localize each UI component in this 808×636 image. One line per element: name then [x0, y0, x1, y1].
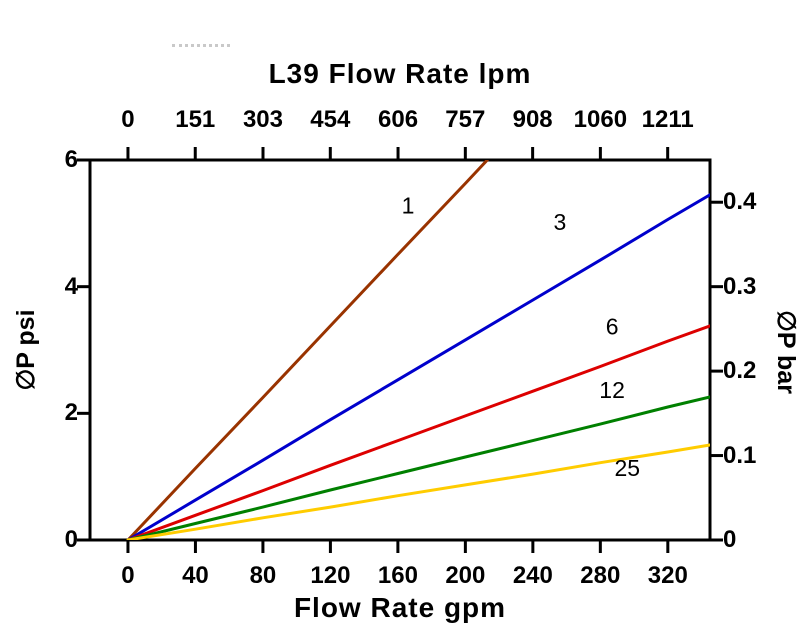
- left-axis-title: ∅P psi: [12, 309, 40, 391]
- right-tick-label: 0.2: [723, 357, 757, 385]
- right-tick-label: 0: [723, 526, 737, 553]
- top-tick-label: 1211: [641, 106, 694, 133]
- right-tick-label: 0.1: [723, 441, 757, 469]
- series-label-3: 3: [554, 209, 567, 235]
- top-tick-label: 454: [310, 106, 351, 133]
- series-line-6: [126, 324, 710, 540]
- left-tick-label: 4: [64, 272, 78, 300]
- top-tick-label: 757: [445, 106, 486, 133]
- left-tick-label: 0: [64, 526, 78, 553]
- series-label-1: 1: [402, 193, 415, 219]
- bottom-tick-label: 320: [647, 562, 688, 589]
- top-tick-label: 0: [121, 106, 135, 133]
- bottom-tick-label: 240: [512, 562, 553, 589]
- scan-artifact: [172, 44, 230, 47]
- top-tick-label: 606: [378, 106, 419, 133]
- series-line-12: [126, 395, 710, 540]
- bottom-tick-label: 160: [377, 562, 418, 589]
- series-label-6: 6: [606, 314, 619, 340]
- series-line-1: [126, 160, 489, 540]
- right-axis-title: ∅P bar: [772, 310, 800, 394]
- left-tick-label: 2: [64, 399, 78, 427]
- top-tick-label: 151: [175, 106, 216, 133]
- bottom-tick-label: 0: [121, 562, 135, 589]
- series-label-25: 25: [615, 455, 641, 481]
- right-tick-label: 0.4: [723, 188, 757, 216]
- chart-title: L39 Flow Rate lpm: [268, 58, 532, 89]
- right-tick-label: 0.3: [723, 272, 757, 300]
- series-line-3: [126, 193, 710, 540]
- left-tick-label: 6: [64, 146, 78, 173]
- series-line-25: [126, 443, 710, 540]
- top-tick-label: 908: [512, 106, 553, 133]
- top-tick-label: 303: [242, 106, 284, 133]
- top-tick-label: 1060: [573, 106, 628, 133]
- bottom-tick-label: 40: [182, 562, 209, 589]
- plot-frame: [88, 158, 712, 542]
- bottom-axis-title: Flow Rate gpm: [293, 592, 507, 623]
- bottom-tick-label: 200: [445, 562, 486, 589]
- bottom-tick-label: 280: [580, 562, 621, 589]
- series-label-12: 12: [599, 377, 625, 403]
- bottom-tick-label: 80: [249, 562, 277, 589]
- bottom-tick-label: 120: [310, 562, 351, 589]
